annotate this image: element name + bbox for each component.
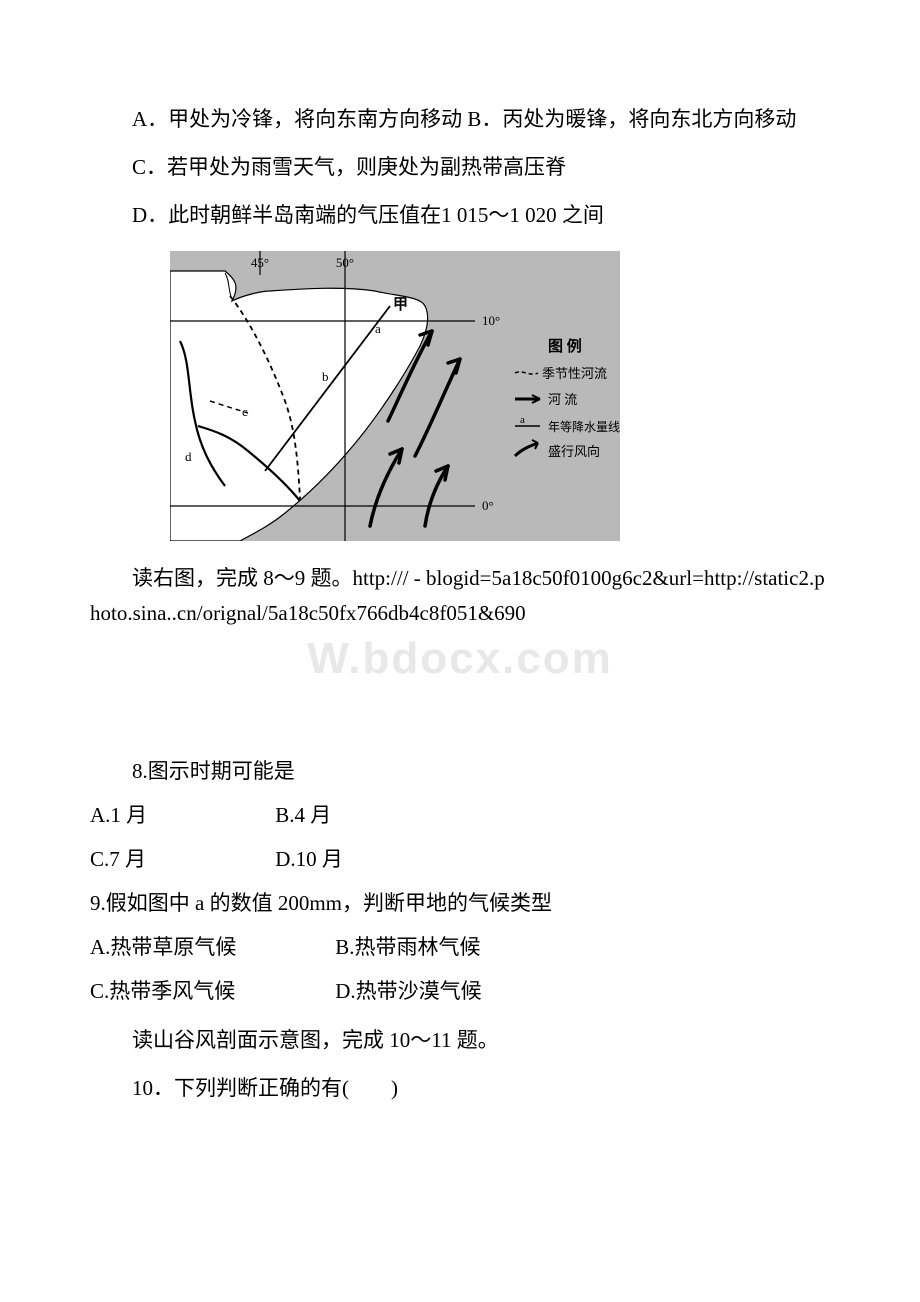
legend-iso-a: a xyxy=(520,414,525,426)
watermark-text: W.bdocx.com xyxy=(307,634,613,683)
q8-opt-d: D.10 月 xyxy=(275,840,343,880)
q9-stem: 9.假如图中 a 的数值 200mm，判断甲地的气候类型 xyxy=(90,884,830,924)
q9-opt-d: D.热带沙漠气候 xyxy=(335,972,481,1012)
q8-opt-b: B.4 月 xyxy=(275,796,331,836)
q10-stem: 10．下列判断正确的有( ) xyxy=(90,1069,830,1109)
lat0-label: 0° xyxy=(482,498,494,513)
q9-opts-ab: A.热带草原气候 B.热带雨林气候 xyxy=(90,928,830,968)
lon50-label: 50° xyxy=(336,255,354,270)
q9-opts-cd: C.热带季风气候 D.热带沙漠气候 xyxy=(90,972,830,1012)
q8-opt-a: A.1 月 xyxy=(90,796,270,836)
q7-opt-d: D．此时朝鲜半岛南端的气压值在1 015～1 020 之间 xyxy=(90,196,830,236)
q7-opt-ab: A．甲处为冷锋，将向东南方向移动 B．丙处为暖锋，将向东北方向移动 xyxy=(90,100,830,140)
q8-opts-cd: C.7 月 D.10 月 xyxy=(90,840,830,880)
q9-opt-a: A.热带草原气候 xyxy=(90,928,330,968)
map-figure-container: 45° 50° 10° 0° 甲 a b c d 图 例 季节性河流 河 流 a… xyxy=(170,251,830,546)
watermark-container: W.bdocx.com xyxy=(90,634,830,684)
q10-11-intro: 读山谷风剖面示意图，完成 10～11 题。 xyxy=(90,1021,830,1061)
legend-isoline: 年等降水量线 xyxy=(548,420,620,434)
mark-a: a xyxy=(375,321,381,336)
mark-d: d xyxy=(185,449,192,464)
mark-c: c xyxy=(242,404,248,419)
mark-jia: 甲 xyxy=(393,296,408,313)
q8-9-intro: 读右图，完成 8～9 题。http:/// - blogid=5a18c50f0… xyxy=(90,561,830,632)
mark-b: b xyxy=(322,369,329,384)
q9-opt-b: B.热带雨林气候 xyxy=(335,928,480,968)
q8-stem: 8.图示时期可能是 xyxy=(90,752,830,792)
legend-seasonal: 季节性河流 xyxy=(542,366,607,381)
somalia-map-svg: 45° 50° 10° 0° 甲 a b c d 图 例 季节性河流 河 流 a… xyxy=(170,251,620,541)
lat10-label: 10° xyxy=(482,313,500,328)
lon45-label: 45° xyxy=(251,255,269,270)
legend-river: 河 流 xyxy=(548,392,577,407)
legend-header: 图 例 xyxy=(548,337,582,355)
q8-9-lead: 读右图，完成 8～9 题。 xyxy=(132,566,353,590)
spacer xyxy=(90,724,830,752)
q8-opt-c: C.7 月 xyxy=(90,840,270,880)
q9-opt-c: C.热带季风气候 xyxy=(90,972,330,1012)
q7-opt-c: C．若甲处为雨雪天气，则庚处为副热带高压脊 xyxy=(90,148,830,188)
q8-opts-ab: A.1 月 B.4 月 xyxy=(90,796,830,836)
legend-wind: 盛行风向 xyxy=(548,444,600,459)
